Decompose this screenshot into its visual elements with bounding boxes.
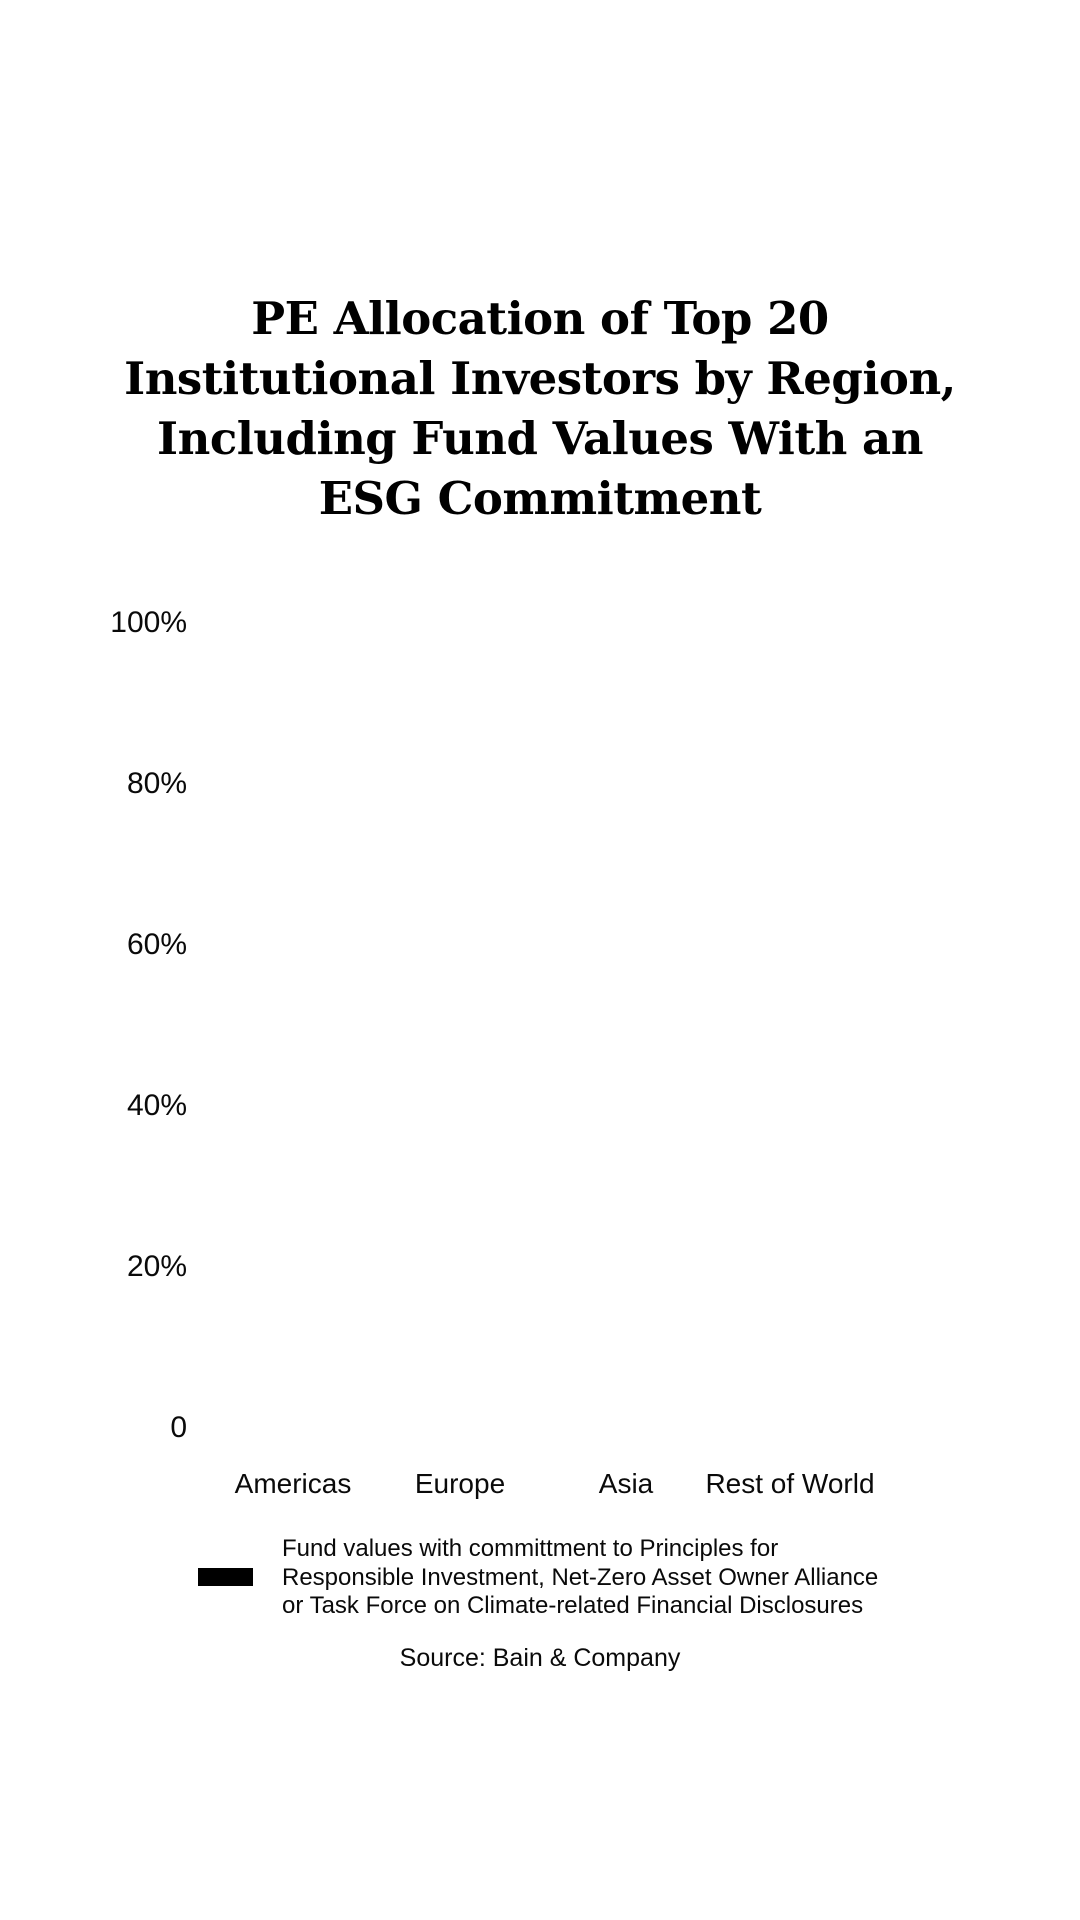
y-tick-label-40: 40% xyxy=(126,1089,187,1122)
legend-label: Fund values with committment to Principl… xyxy=(282,1535,879,1619)
y-tick-label-60: 60% xyxy=(126,928,187,961)
chart-title: PE Allocation of Top 20 Institutional In… xyxy=(124,292,956,525)
x-category-label-asia: Asia xyxy=(598,1468,654,1499)
legend-color-swatch xyxy=(198,1568,253,1586)
source-attribution: Source: Bain & Company xyxy=(399,1644,681,1672)
x-category-label-europe: Europe xyxy=(414,1468,506,1499)
plot-area xyxy=(210,623,875,1428)
y-tick-label-100: 100% xyxy=(110,606,187,639)
y-axis: 100% 80% 60% 40% 20% 0 xyxy=(0,0,187,1920)
x-category-label-rest-of-world: Rest of World xyxy=(705,1468,875,1499)
y-tick-label-0: 0 xyxy=(170,1411,187,1444)
y-tick-label-80: 80% xyxy=(126,767,187,800)
x-category-label-americas: Americas xyxy=(234,1468,352,1499)
y-tick-label-20: 20% xyxy=(126,1250,187,1283)
